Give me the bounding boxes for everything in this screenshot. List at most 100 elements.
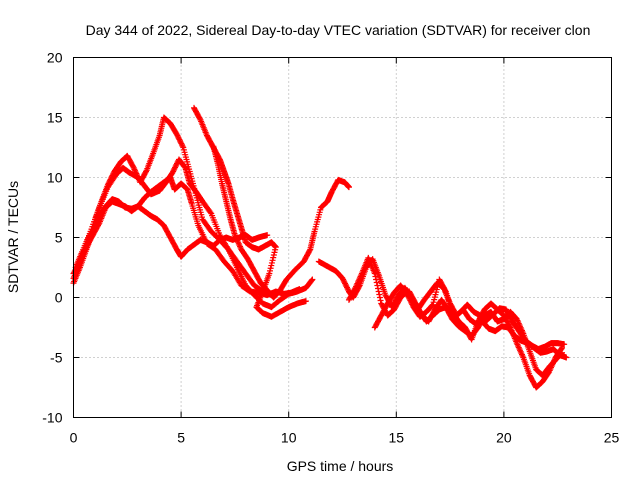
data-point (266, 267, 273, 274)
data-point (174, 132, 181, 139)
data-point (109, 172, 116, 179)
data-point (345, 184, 352, 191)
data-point (178, 140, 185, 147)
data-point (169, 169, 176, 176)
x-tick-label: 10 (281, 430, 297, 446)
data-point (341, 279, 348, 286)
data-point (373, 279, 380, 286)
data-point (171, 165, 178, 172)
data-point (375, 288, 382, 295)
data-point (271, 249, 278, 256)
data-point (106, 179, 113, 186)
x-tick-label: 5 (177, 430, 185, 446)
grid (73, 57, 612, 418)
y-axis-tick-labels: -10 -5 0 5 10 15 20 (42, 50, 62, 426)
data-point (342, 280, 349, 287)
data-point (306, 247, 313, 254)
data-point (196, 115, 203, 122)
data-point (309, 276, 316, 283)
x-tick-label: 15 (389, 430, 405, 446)
axis-ticks (73, 57, 612, 418)
data-point (371, 270, 378, 277)
data-point (179, 143, 186, 150)
data-point (344, 285, 351, 292)
data-point (107, 176, 114, 183)
data-point (108, 175, 115, 182)
data-point (558, 345, 565, 352)
data-point (339, 275, 346, 282)
data-point (172, 163, 179, 170)
y-tick-label: 10 (47, 170, 63, 186)
data-point (342, 281, 349, 288)
y-axis-label: SDTVAR / TECUs (5, 181, 21, 293)
data-point (178, 141, 185, 148)
data-point (108, 173, 115, 180)
data-point (376, 294, 383, 301)
x-tick-label: 25 (604, 430, 620, 446)
data-point (175, 133, 182, 140)
series-track-5 (191, 104, 309, 320)
data-point (173, 161, 180, 168)
chart-title: Day 344 of 2022, Sidereal Day-to-day VTE… (86, 22, 591, 38)
data-point (344, 284, 351, 291)
data-point (376, 291, 383, 298)
data-point (375, 285, 382, 292)
x-tick-label: 20 (496, 430, 512, 446)
data-point (176, 136, 183, 143)
data-point (272, 246, 279, 253)
y-tick-label: 5 (55, 230, 63, 246)
data-point (170, 167, 177, 174)
series-track-10 (406, 288, 568, 353)
y-tick-label: 0 (55, 290, 63, 306)
data-point (269, 257, 276, 264)
series-track-6 (210, 143, 352, 301)
data-point (340, 277, 347, 284)
y-tick-label: 15 (47, 110, 63, 126)
data-point (170, 168, 177, 175)
data-point (272, 244, 279, 251)
data-point (105, 180, 112, 187)
data-point (429, 302, 436, 309)
x-tick-label: 0 (70, 430, 78, 446)
data-point (563, 354, 570, 361)
data-point (106, 177, 113, 184)
data-point (270, 252, 277, 259)
data-point (143, 168, 150, 175)
data-point (207, 209, 214, 216)
series-track-3 (70, 114, 275, 297)
data-point (343, 283, 350, 290)
data-point (372, 273, 379, 280)
data-point (76, 259, 83, 266)
data-point (172, 164, 179, 171)
data-point (340, 276, 347, 283)
series-track-4 (70, 198, 271, 277)
data-point (267, 265, 274, 272)
data-point (177, 139, 184, 146)
data-point (264, 232, 271, 239)
data-point (561, 341, 568, 348)
x-axis-label: GPS time / hours (287, 458, 394, 474)
data-point (308, 277, 315, 284)
data-point (110, 171, 117, 178)
data-point (373, 276, 380, 283)
data-point (442, 287, 449, 294)
data-point (302, 298, 309, 305)
data-point (351, 286, 358, 293)
x-axis-tick-labels: 0 5 10 15 20 25 (70, 430, 620, 446)
data-point (506, 323, 513, 330)
data-point (268, 259, 275, 266)
data-point (130, 163, 137, 170)
data-point (95, 221, 102, 228)
data-point (268, 262, 275, 269)
data-point (377, 297, 384, 304)
y-tick-label: -10 (42, 410, 62, 426)
data-marks (70, 104, 570, 391)
y-tick-label: -5 (50, 350, 63, 366)
data-point (270, 254, 277, 261)
data-point (177, 137, 184, 144)
data-point (173, 131, 180, 138)
data-point (104, 181, 111, 188)
data-point (374, 282, 381, 289)
data-point (175, 135, 182, 142)
